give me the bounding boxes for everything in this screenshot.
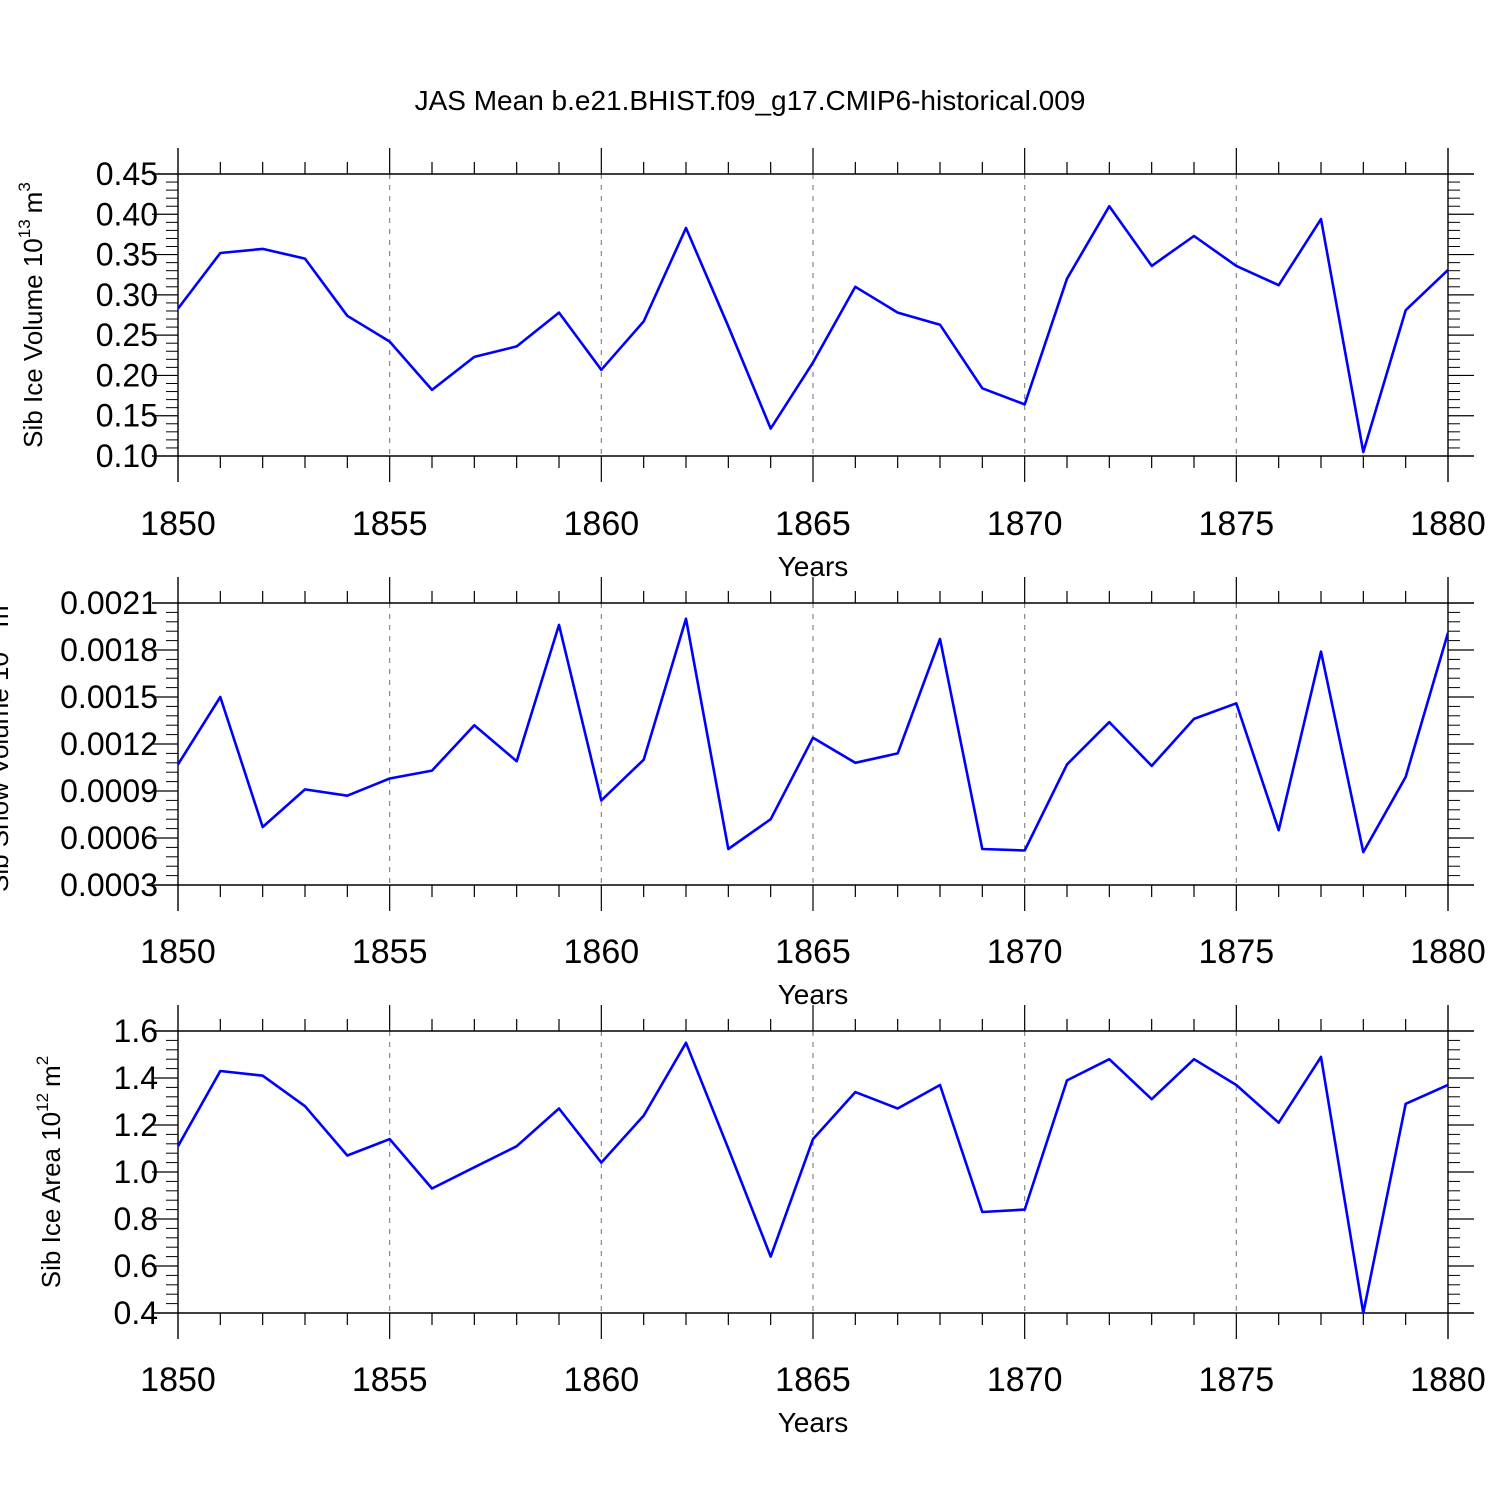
x-tick-label: 1880: [1410, 933, 1486, 971]
x-tick-label: 1875: [1199, 933, 1275, 971]
x-tick-label: 1880: [1410, 1361, 1486, 1399]
y-tick-label: 0.30: [96, 277, 158, 313]
y-axis-label: Sib Snow Volume 1013m3: [0, 596, 14, 892]
y-axis-label-unit: m: [0, 605, 14, 627]
y-tick-label: 0.0015: [60, 679, 158, 715]
y-axis-label: Sib Ice Area 1012 m2: [33, 1056, 66, 1288]
x-tick-label: 1880: [1410, 505, 1486, 543]
x-tick-label: 1855: [352, 933, 428, 971]
x-tick-label: 1860: [564, 1361, 640, 1399]
y-tick-label: 0.0009: [60, 773, 158, 809]
x-tick-label: 1860: [564, 933, 640, 971]
y-axis-label: Sib Ice Volume 1013 m3: [15, 182, 48, 448]
y-tick-label: 0.40: [96, 196, 158, 232]
y-tick-label: 0.0012: [60, 726, 158, 762]
chart-panel-2: 1850 1855 1860 1865 1870 1875 1880 Years 0.0003 0…: [0, 577, 1486, 1010]
x-tick-label: 1870: [987, 505, 1063, 543]
y-tick-label: 0.8: [114, 1201, 158, 1237]
y-axis-label-exponent: 13: [15, 219, 34, 238]
x-tick-label: 1875: [1199, 1361, 1275, 1399]
x-tick-label: 1850: [140, 505, 216, 543]
x-tick-label: 1850: [140, 1361, 216, 1399]
x-tick-label: 1875: [1199, 505, 1275, 543]
x-tick-label: 1850: [140, 933, 216, 971]
x-axis-label: Years: [778, 1407, 849, 1438]
y-tick-label: 0.25: [96, 317, 158, 353]
y-tick-label: 0.0003: [60, 867, 158, 903]
y-axis-label-unit: m: [36, 1065, 66, 1087]
y-tick-label: 0.0018: [60, 632, 158, 668]
y-tick-label: 1.0: [114, 1154, 158, 1190]
y-tick-label: 0.45: [96, 156, 158, 192]
figure-title: JAS Mean b.e21.BHIST.f09_g17.CMIP6-histo…: [415, 85, 1086, 116]
y-tick-label: 0.20: [96, 357, 158, 393]
y-axis-label-text: Sib Snow Volume 10: [0, 652, 14, 892]
y-tick-label: 0.0021: [60, 585, 158, 621]
y-tick-label: 0.0006: [60, 820, 158, 856]
y-tick-label: 0.15: [96, 398, 158, 434]
y-tick-label: 1.6: [114, 1013, 158, 1049]
y-axis-label-text: Sib Ice Area 10: [36, 1112, 66, 1288]
x-tick-label: 1870: [987, 1361, 1063, 1399]
x-tick-label: 1870: [987, 933, 1063, 971]
y-tick-label: 0.6: [114, 1248, 158, 1284]
y-axis-label-text: Sib Ice Volume 10: [18, 238, 48, 448]
chart-panel-1: 1850 1855 1860 1865 1870 1875 1880 Years 0.10 0.1…: [15, 148, 1486, 582]
chart-panel-3: 1850 1855 1860 1865 1870 1875 1880 Years 0.4 0.6 0…: [33, 1005, 1486, 1438]
x-tick-label: 1860: [564, 505, 640, 543]
y-axis-label-unit: m: [18, 192, 48, 214]
y-axis-label-unit-exponent: 3: [15, 182, 34, 191]
y-axis-label-unit-exponent: 2: [33, 1056, 52, 1065]
x-axis-label: Years: [778, 979, 849, 1010]
y-tick-label: 0.10: [96, 438, 158, 474]
x-tick-label: 1855: [352, 1361, 428, 1399]
x-tick-label: 1865: [775, 1361, 851, 1399]
x-tick-label: 1865: [775, 505, 851, 543]
x-axis-label: Years: [778, 551, 849, 582]
x-tick-label: 1865: [775, 933, 851, 971]
y-tick-label: 1.4: [114, 1060, 158, 1096]
y-tick-label: 1.2: [114, 1107, 158, 1143]
y-axis-label-exponent: 12: [33, 1093, 52, 1112]
y-tick-label: 0.4: [114, 1295, 158, 1331]
x-tick-label: 1855: [352, 505, 428, 543]
y-tick-label: 0.35: [96, 237, 158, 273]
